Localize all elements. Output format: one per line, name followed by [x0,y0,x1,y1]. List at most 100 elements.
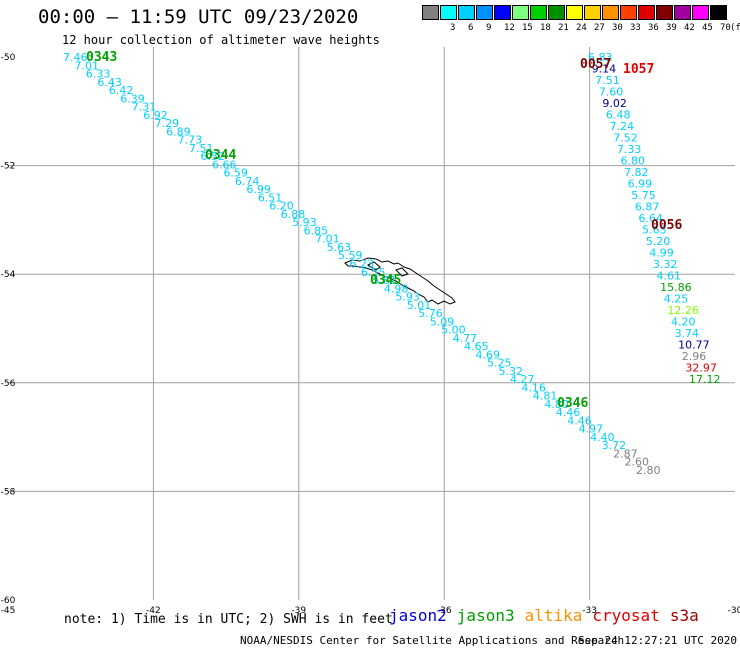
wave-height-value: 6.64 [639,212,664,225]
wave-height-value: 6.66 [212,158,237,171]
wave-height-value: 2.87 [613,447,638,460]
legend-label: 15 [522,23,533,33]
wave-height-value: 32.97 [685,362,717,375]
track-cryosat-east: 6.839.147.517.609.026.487.247.527.336.80… [588,51,721,386]
wave-height-value: 6.43 [97,76,122,89]
wave-height-value: 6.92 [143,109,168,122]
wave-height-value: 6.89 [166,125,191,138]
lat-tick-label: -60 [1,596,16,606]
satellite-label: altika [524,606,583,625]
legend-label: 30 [612,23,623,33]
wave-height-value: 7.01 [315,233,340,246]
legend-swatch [602,5,619,20]
note-text: note: 1) Time is in UTC; 2) SWH is in fe… [64,612,393,627]
pass-time-label: 0346 [557,396,588,411]
wave-height-value: 6.48 [606,109,631,122]
pass-time-label: 0056 [651,218,682,233]
legend-label: 6 [468,23,474,33]
wave-height-value: 7.51 [595,74,620,87]
wave-height-value: 7.82 [624,166,649,179]
legend-label: 70 [720,23,731,33]
wave-height-value: 6.59 [223,167,248,180]
legend-swatch [458,5,475,20]
satellite-label: s3a [669,606,699,625]
legend-swatch [656,5,673,20]
legend-label: 42 [684,23,695,33]
wave-height-value: 7.24 [610,120,635,133]
wave-height-value: 4.69 [476,348,501,361]
lat-tick-label: -50 [1,53,16,63]
legend-swatch [638,5,655,20]
wave-height-value: 4.61 [657,270,682,283]
wave-height-value: 5.25 [487,357,512,370]
legend-unit: (ft) [730,23,740,33]
wave-height-value: 6.85 [304,224,329,237]
legend-swatch [692,5,709,20]
wave-height-value: 7.46 [63,51,88,64]
island-outline [344,257,456,305]
wave-height-value: 9.02 [602,97,627,110]
wave-height-value: 5.63 [642,224,667,237]
wave-height-value: 4.20 [671,316,696,329]
wave-height-value: 7.01 [74,59,99,72]
lon-tick-label: -36 [437,606,452,616]
wave-height-value: 7.52 [613,132,638,145]
wave-height-value: 6.88 [281,208,306,221]
satellite-label: cryosat [592,606,660,625]
legend-label: 36 [648,23,659,33]
wave-height-value: 6.20 [269,200,294,213]
legend-swatch [494,5,511,20]
wave-height-value: 6.99 [628,178,653,191]
legend-label: 24 [576,23,587,33]
wave-height-value: 12.26 [667,304,699,317]
wave-height-value: 5.00 [441,324,466,337]
legend-swatch [620,5,637,20]
wave-height-value: 4.81 [533,390,558,403]
satellite-legend: jason2 jason3 altika cryosat s3a [389,606,709,625]
wave-height-value: 2.60 [625,456,650,469]
credit-text: NOAA/NESDIS Center for Satellite Applica… [240,634,625,647]
wave-height-value: 6.52 [201,150,226,163]
legend-swatch [476,5,493,20]
wave-height-value: 6.51 [258,191,283,204]
legend-swatch [440,5,457,20]
pass-time-label: 1057 [623,62,654,77]
lat-tick-label: -56 [1,379,16,389]
wave-height-value: 15.86 [660,281,692,294]
legend-label: 39 [666,23,677,33]
lon-tick-label: -45 [1,606,16,616]
south-georgia-coastline [344,257,456,305]
legend-label: 21 [558,23,569,33]
wave-height-value: 4.80 [544,398,569,411]
pass-time-label: 0345 [370,273,401,288]
legend-swatch [512,5,529,20]
wave-height-value: 4.46 [556,406,581,419]
legend-swatch [584,5,601,20]
wave-height-value: 6.33 [86,68,111,81]
legend-label: 27 [594,23,605,33]
wave-height-value: 6.80 [620,155,645,168]
pass-time-label: 0343 [86,50,117,65]
satellite-label: jason2 [389,606,447,625]
wave-height-value: 6.42 [109,84,134,97]
wave-height-value: 17.12 [689,373,721,386]
track-jason-west: 7.467.016.336.436.426.397.316.927.296.89… [63,51,661,477]
lat-tick-label: -58 [1,487,16,497]
wave-height-value: 4.65 [464,340,489,353]
wave-height-value: 5.32 [498,365,522,378]
wave-height-value: 5.59 [338,249,363,262]
legend-swatch [566,5,583,20]
wave-height-value: 4.46 [567,414,592,427]
wave-height-value: 5.81 [372,274,397,287]
wave-height-value: 10.77 [678,339,710,352]
wave-height-value: 5.76 [418,307,443,320]
wave-height-value: 5.75 [631,189,656,202]
lon-tick-label: -39 [291,606,306,616]
lat-tick-label: -52 [1,162,16,172]
wave-height-value: 5.09 [430,315,455,328]
wave-height-value: 4.77 [453,332,478,345]
wave-height-value: 6.99 [246,183,270,196]
wave-height-value: 5.20 [646,235,671,248]
wave-height-value: 9.14 [592,63,617,76]
